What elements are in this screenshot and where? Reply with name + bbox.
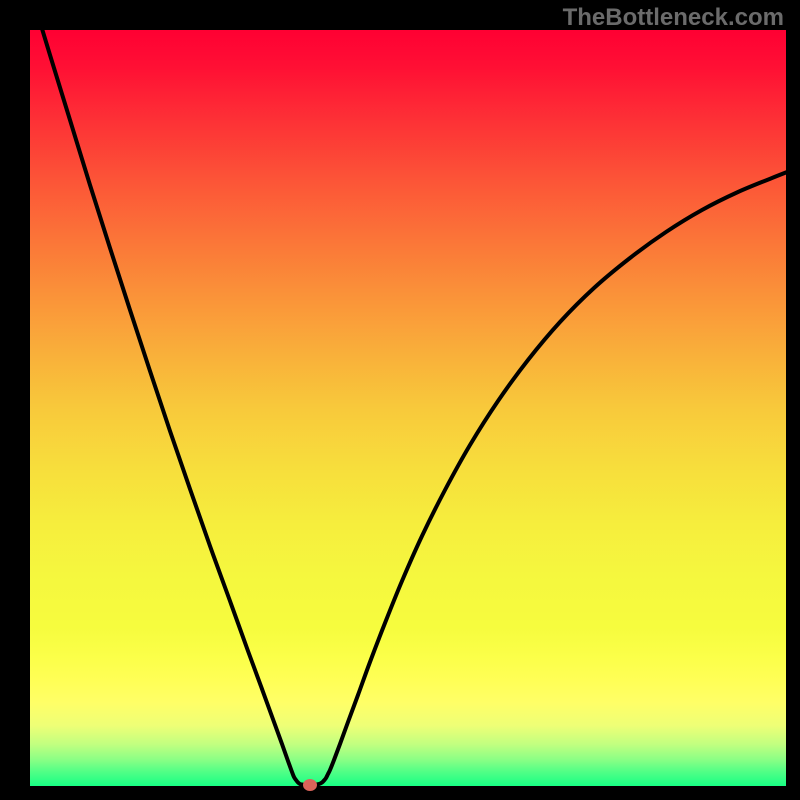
bottleneck-curve — [30, 30, 786, 786]
plot-region — [30, 30, 786, 786]
chart-frame: TheBottleneck.com — [0, 0, 800, 800]
watermark-text: TheBottleneck.com — [563, 4, 784, 32]
minimum-marker — [303, 779, 317, 791]
curve-path — [30, 30, 786, 785]
